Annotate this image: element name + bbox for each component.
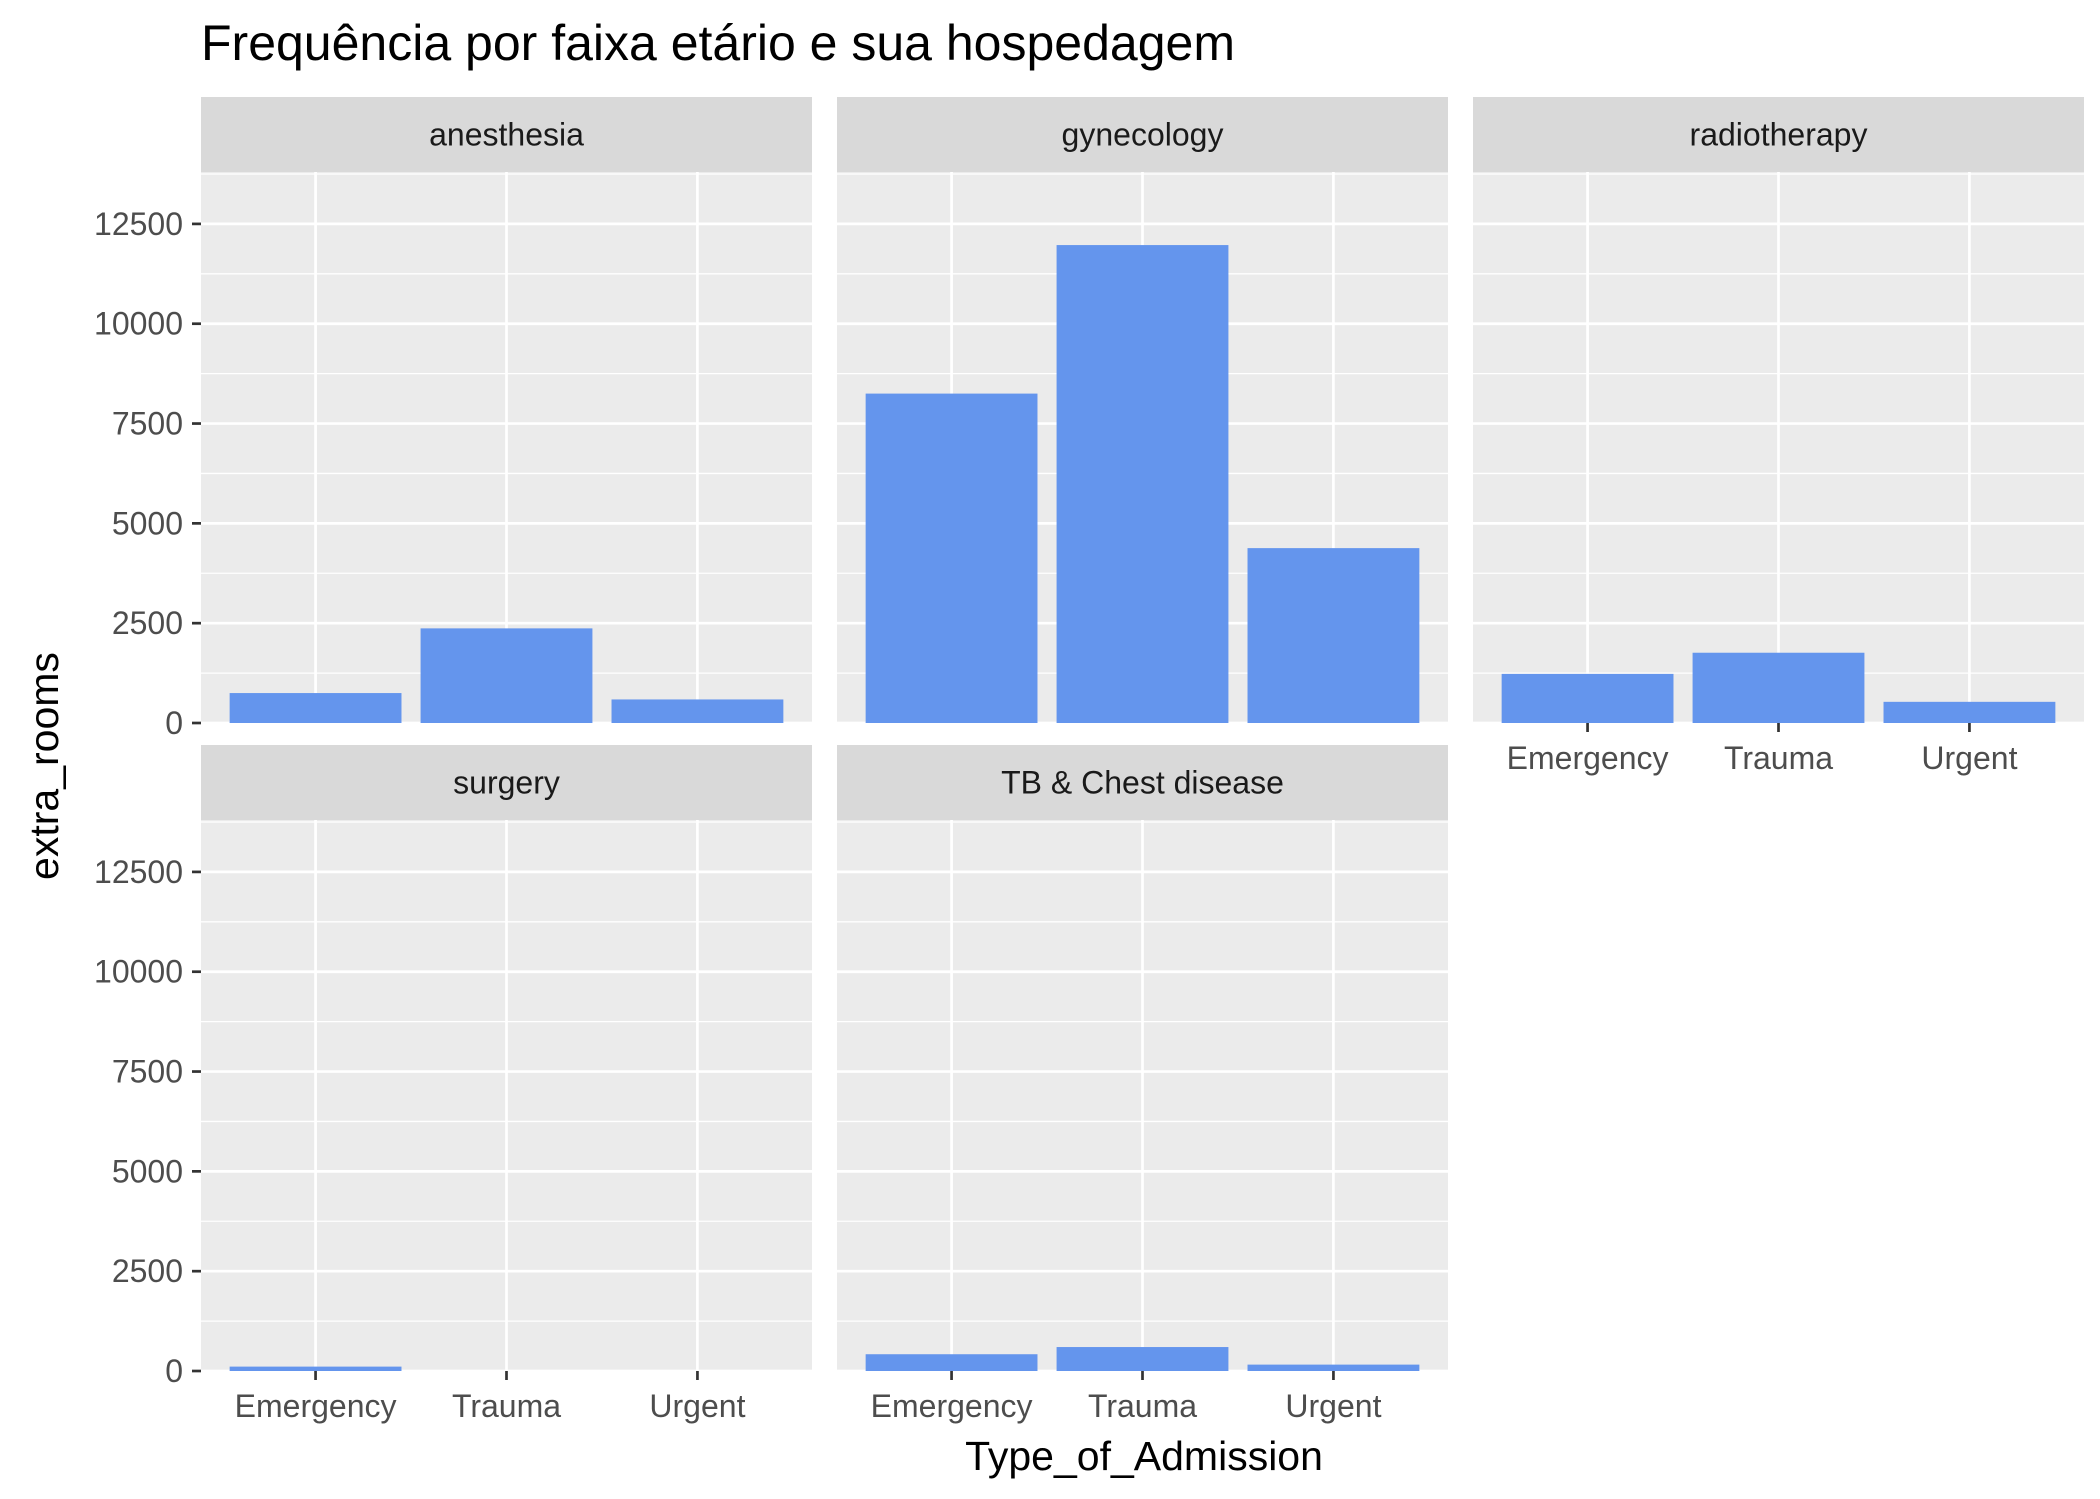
- bar-anesthesia-urgent: [611, 699, 784, 723]
- x-tick-label: Trauma: [1724, 740, 1833, 776]
- panel-tb-chest-disease: TB & Chest disease Emergency Trauma Urgent: [837, 745, 1448, 1424]
- bar-tb-chest-disease-urgent: [1247, 1364, 1420, 1371]
- x-tick-label: Urgent: [1921, 740, 2017, 776]
- y-tick-label: 2500: [112, 605, 183, 641]
- facet-label: radiotherapy: [1690, 117, 1868, 153]
- x-axis-title: Type_of_Admission: [965, 1433, 1323, 1479]
- x-tick-label: Urgent: [649, 1388, 745, 1424]
- y-tick-label: 10000: [94, 954, 183, 990]
- facet-strip: [201, 745, 812, 820]
- bar-anesthesia-emergency: [229, 693, 402, 723]
- y-tick-label: 0: [165, 1353, 183, 1389]
- panel-anesthesia: anesthesia 0 2500 5000 7500 10000 12500: [94, 97, 812, 741]
- bar-radiotherapy-trauma: [1692, 652, 1865, 723]
- y-axis-title: extra_rooms: [21, 652, 67, 880]
- y-tick-label: 5000: [112, 1153, 183, 1189]
- facet-label: TB & Chest disease: [1001, 765, 1284, 801]
- x-tick-label: Emergency: [871, 1388, 1033, 1424]
- bar-tb-chest-disease-emergency: [865, 1354, 1038, 1371]
- x-tick-label: Trauma: [452, 1388, 561, 1424]
- facet-label: surgery: [453, 765, 560, 801]
- y-tick-label: 12500: [94, 854, 183, 890]
- x-tick-label: Emergency: [1507, 740, 1669, 776]
- y-tick-label: 7500: [112, 406, 183, 442]
- facet-strip: [201, 97, 812, 172]
- bar-gynecology-trauma: [1056, 245, 1229, 724]
- panel-surgery: surgery 0 2500 5000 7500 10000 12500 Emergency T…: [94, 745, 812, 1424]
- y-tick-label: 12500: [94, 206, 183, 242]
- bar-surgery-emergency: [229, 1366, 402, 1371]
- y-tick-label: 0: [165, 705, 183, 741]
- bar-anesthesia-trauma: [420, 628, 593, 723]
- facet-strip: [1473, 97, 2084, 172]
- y-tick-label: 2500: [112, 1253, 183, 1289]
- bar-gynecology-emergency: [865, 393, 1038, 723]
- facet-label: gynecology: [1062, 117, 1224, 153]
- bar-tb-chest-disease-trauma: [1056, 1347, 1229, 1371]
- y-tick-label: 7500: [112, 1054, 183, 1090]
- facet-label: anesthesia: [429, 117, 584, 153]
- x-tick-label: Urgent: [1285, 1388, 1381, 1424]
- panel-radiotherapy: radiotherapy Emergency Trauma Urgent: [1473, 97, 2084, 776]
- facet-panels: anesthesia 0 2500 5000 7500 10000 12500 gynecol…: [94, 97, 2084, 1424]
- facet-strip: [837, 97, 1448, 172]
- bar-gynecology-urgent: [1247, 548, 1420, 723]
- bar-radiotherapy-urgent: [1883, 701, 2056, 723]
- y-tick-label: 10000: [94, 306, 183, 342]
- chart-title: Frequência por faixa etário e sua hosped…: [201, 15, 1235, 71]
- bar-radiotherapy-emergency: [1501, 673, 1674, 723]
- panel-gynecology: gynecology: [837, 97, 1448, 725]
- x-tick-label: Trauma: [1088, 1388, 1197, 1424]
- y-tick-label: 5000: [112, 505, 183, 541]
- x-tick-label: Emergency: [235, 1388, 397, 1424]
- facet-strip: [837, 745, 1448, 820]
